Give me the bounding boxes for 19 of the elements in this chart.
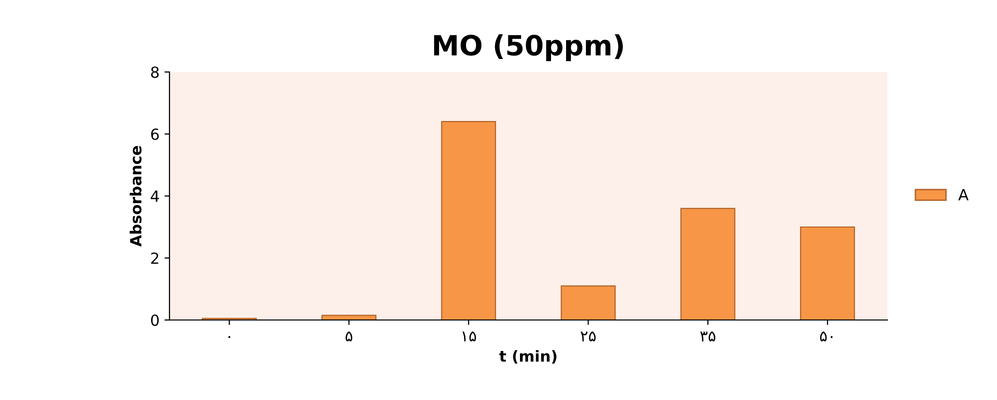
bar bbox=[680, 208, 736, 320]
x-tick-label: ۵۰ bbox=[820, 332, 832, 342]
chart-title: MO (50ppm) bbox=[434, 34, 623, 62]
legend-label: A bbox=[958, 189, 969, 200]
x-tick-label: ۰ bbox=[228, 336, 230, 338]
x-tick-label: ۱۵ bbox=[462, 332, 476, 342]
y-tick-label: 2 bbox=[151, 252, 158, 264]
y-tick-label: 6 bbox=[151, 128, 159, 140]
x-axis-title: t (min) bbox=[499, 350, 556, 364]
y-tick-label: 4 bbox=[150, 190, 159, 202]
bar bbox=[560, 285, 616, 320]
x-tick-label: ۳۵ bbox=[700, 332, 716, 342]
x-tick-label: ۲۵ bbox=[580, 332, 596, 342]
bar bbox=[441, 121, 496, 320]
y-axis-title: Absorbance bbox=[130, 146, 142, 247]
x-tick-label: ۵ bbox=[346, 332, 352, 342]
y-tick-label: 0 bbox=[151, 314, 159, 326]
y-tick-label: 8 bbox=[151, 66, 159, 78]
bar bbox=[800, 226, 855, 320]
